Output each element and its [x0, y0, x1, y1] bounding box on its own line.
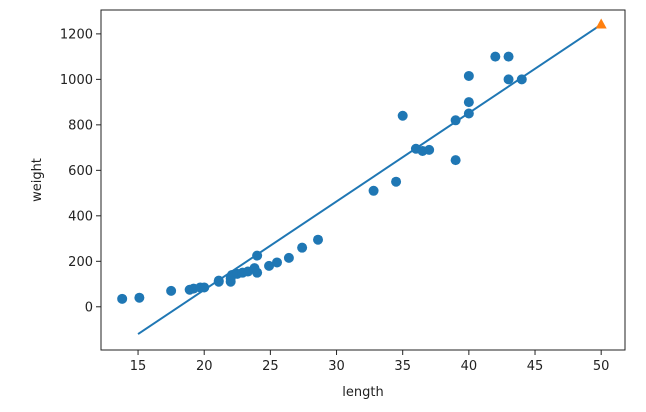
data-point [297, 242, 308, 253]
x-tick-label: 40 [461, 359, 478, 374]
x-tick-label: 15 [130, 359, 147, 374]
data-point [117, 293, 128, 304]
data-point [450, 155, 461, 166]
data-point [134, 292, 145, 303]
plot-frame [100, 9, 626, 351]
x-tick-label: 25 [262, 359, 279, 374]
data-point [264, 260, 275, 271]
regression-line [137, 23, 602, 335]
y-tick-label: 1000 [60, 73, 93, 88]
y-tick-label: 0 [85, 300, 93, 315]
x-axis-label: length [342, 385, 383, 400]
data-point [283, 252, 294, 263]
data-point [199, 282, 210, 293]
data-point [397, 110, 408, 121]
data-point [313, 234, 324, 245]
data-point [463, 97, 474, 108]
x-axis: 15 20 25 30 35 40 45 50 [130, 350, 610, 374]
x-tick-label: 30 [328, 359, 345, 374]
data-point [271, 257, 282, 268]
y-tick-label: 800 [68, 118, 93, 133]
data-point [490, 51, 501, 62]
y-axis: 0 200 400 600 800 1000 1200 [60, 27, 101, 315]
data-point [368, 185, 379, 196]
y-tick-label: 400 [68, 209, 93, 224]
y-axis-label: weight [30, 158, 45, 202]
data-point [391, 176, 402, 187]
chart-marks [117, 18, 607, 335]
x-tick-label: 35 [394, 359, 411, 374]
data-point [166, 285, 177, 296]
x-tick-label: 20 [196, 359, 213, 374]
y-tick-label: 600 [68, 164, 93, 179]
y-tick-label: 1200 [60, 27, 93, 42]
prediction-marker [595, 18, 607, 29]
data-point [424, 144, 435, 155]
data-point [503, 74, 514, 85]
y-tick-label: 200 [68, 255, 93, 270]
data-point [463, 70, 474, 81]
x-tick-label: 50 [593, 359, 610, 374]
x-tick-label: 45 [527, 359, 544, 374]
data-point [252, 267, 263, 278]
data-point [503, 51, 514, 62]
